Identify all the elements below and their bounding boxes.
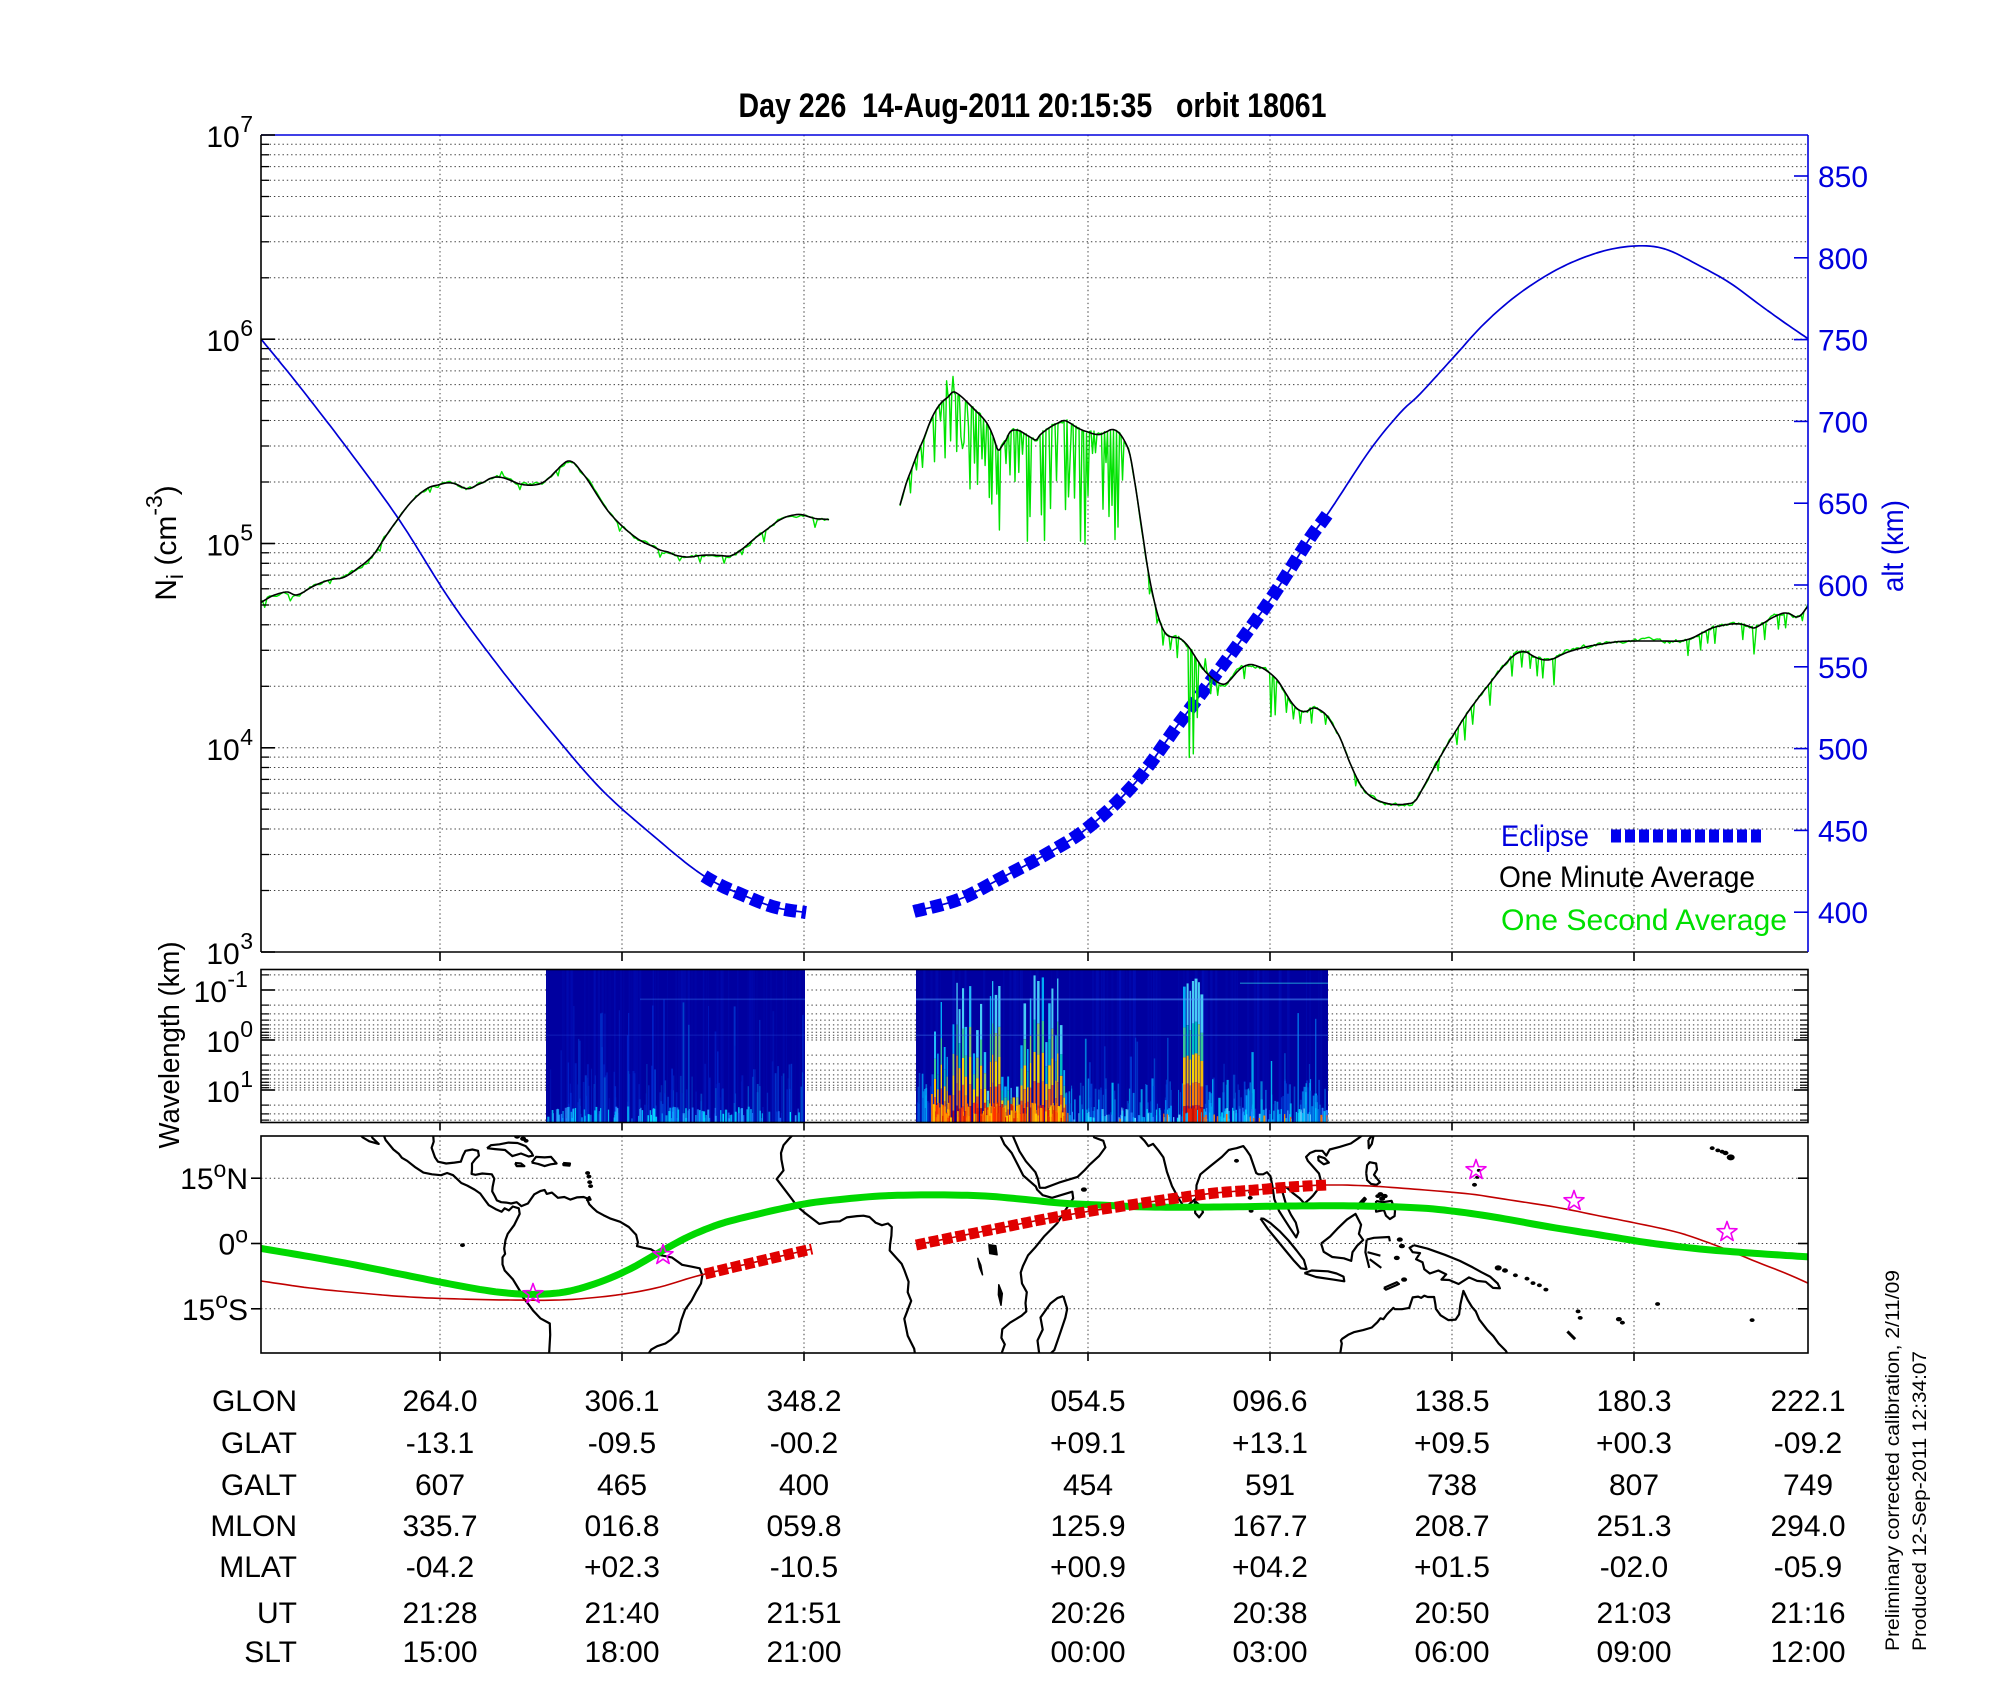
svg-text:-13.1: -13.1	[406, 1427, 474, 1460]
svg-text:550: 550	[1818, 652, 1868, 685]
svg-text:10: 10	[194, 976, 227, 1009]
svg-text:-02.0: -02.0	[1600, 1551, 1668, 1584]
svg-text:+00.3: +00.3	[1596, 1427, 1672, 1460]
svg-text:+09.5: +09.5	[1414, 1427, 1490, 1460]
svg-text:-04.2: -04.2	[406, 1551, 474, 1584]
svg-text:+09.1: +09.1	[1050, 1427, 1126, 1460]
svg-text:-09.5: -09.5	[588, 1427, 656, 1460]
svg-text:096.6: 096.6	[1232, 1385, 1307, 1418]
svg-text:738: 738	[1427, 1469, 1477, 1502]
svg-text:4: 4	[240, 724, 253, 750]
svg-text:SLT: SLT	[244, 1636, 297, 1669]
svg-text:700: 700	[1818, 406, 1868, 439]
svg-text:465: 465	[597, 1469, 647, 1502]
svg-text:607: 607	[415, 1469, 465, 1502]
svg-text:alt (km): alt (km)	[1877, 500, 1910, 592]
svg-text:454: 454	[1063, 1469, 1113, 1502]
svg-text:059.8: 059.8	[766, 1510, 841, 1543]
svg-text:21:03: 21:03	[1596, 1597, 1671, 1630]
svg-text:MLAT: MLAT	[219, 1551, 297, 1584]
svg-text:21:40: 21:40	[584, 1597, 659, 1630]
svg-text:208.7: 208.7	[1414, 1510, 1489, 1543]
svg-text:-05.9: -05.9	[1774, 1551, 1842, 1584]
svg-text:MLON: MLON	[210, 1510, 297, 1543]
svg-text:+04.2: +04.2	[1232, 1551, 1308, 1584]
svg-text:138.5: 138.5	[1414, 1385, 1489, 1418]
svg-text:+01.5: +01.5	[1414, 1551, 1490, 1584]
svg-text:GALT: GALT	[221, 1469, 297, 1502]
svg-text:10: 10	[206, 121, 239, 154]
svg-text:-09.2: -09.2	[1774, 1427, 1842, 1460]
svg-text:-00.2: -00.2	[770, 1427, 838, 1460]
svg-text:15:00: 15:00	[402, 1636, 477, 1669]
svg-text:800: 800	[1818, 243, 1868, 276]
svg-text:450: 450	[1818, 815, 1868, 848]
svg-text:03:00: 03:00	[1232, 1636, 1307, 1669]
svg-text:10: 10	[206, 1026, 239, 1059]
svg-text:10: 10	[206, 530, 239, 563]
svg-text:20:26: 20:26	[1050, 1597, 1125, 1630]
svg-text:500: 500	[1818, 734, 1868, 767]
svg-text:00:00: 00:00	[1050, 1636, 1125, 1669]
svg-text:5: 5	[240, 520, 253, 546]
svg-text:21:00: 21:00	[766, 1636, 841, 1669]
svg-text:Wavelength (km): Wavelength (km)	[154, 942, 186, 1149]
svg-text:21:51: 21:51	[766, 1597, 841, 1630]
svg-text:807: 807	[1609, 1469, 1659, 1502]
svg-text:10: 10	[206, 734, 239, 767]
svg-text:09:00: 09:00	[1596, 1636, 1671, 1669]
svg-text:6: 6	[240, 315, 253, 341]
svg-text:7: 7	[240, 111, 253, 137]
svg-text:+13.1: +13.1	[1232, 1427, 1308, 1460]
svg-text:Preliminary corrected calibrat: Preliminary corrected calibration, 2/11/…	[1883, 1270, 1904, 1651]
svg-text:21:16: 21:16	[1770, 1597, 1845, 1630]
svg-text:GLON: GLON	[212, 1385, 297, 1418]
svg-text:294.0: 294.0	[1770, 1510, 1845, 1543]
svg-text:850: 850	[1818, 161, 1868, 194]
svg-text:12:00: 12:00	[1770, 1636, 1845, 1669]
svg-text:+00.9: +00.9	[1050, 1551, 1126, 1584]
svg-text:10: 10	[206, 1076, 239, 1109]
svg-text:167.7: 167.7	[1232, 1510, 1307, 1543]
svg-text:+02.3: +02.3	[584, 1551, 660, 1584]
svg-text:21:28: 21:28	[402, 1597, 477, 1630]
svg-text:15oS: 15oS	[182, 1287, 248, 1327]
svg-text:054.5: 054.5	[1050, 1385, 1125, 1418]
svg-text:3: 3	[240, 928, 253, 954]
svg-text:20:50: 20:50	[1414, 1597, 1489, 1630]
svg-text:749: 749	[1783, 1469, 1833, 1502]
svg-text:06:00: 06:00	[1414, 1636, 1489, 1669]
svg-text:GLAT: GLAT	[221, 1427, 297, 1460]
svg-text:10: 10	[206, 938, 239, 971]
svg-text:1: 1	[240, 1066, 253, 1092]
svg-text:One Second Average: One Second Average	[1501, 904, 1787, 937]
svg-text:306.1: 306.1	[584, 1385, 659, 1418]
svg-text:-10.5: -10.5	[770, 1551, 838, 1584]
svg-text:264.0: 264.0	[402, 1385, 477, 1418]
svg-text:Produced 12-Sep-2011 12:34:07: Produced 12-Sep-2011 12:34:07	[1910, 1351, 1931, 1651]
svg-text:750: 750	[1818, 325, 1868, 358]
svg-text:016.8: 016.8	[584, 1510, 659, 1543]
svg-text:251.3: 251.3	[1596, 1510, 1671, 1543]
svg-text:10: 10	[206, 325, 239, 358]
svg-text:180.3: 180.3	[1596, 1385, 1671, 1418]
svg-text:348.2: 348.2	[766, 1385, 841, 1418]
svg-text:-1: -1	[227, 966, 247, 992]
svg-text:20:38: 20:38	[1232, 1597, 1307, 1630]
svg-text:0: 0	[240, 1016, 253, 1042]
svg-text:UT: UT	[257, 1597, 297, 1630]
svg-text:600: 600	[1818, 570, 1868, 603]
svg-text:650: 650	[1818, 488, 1868, 521]
svg-text:One Minute Average: One Minute Average	[1499, 861, 1755, 894]
svg-text:Eclipse: Eclipse	[1501, 820, 1589, 853]
svg-text:Day 226 14-Aug-2011 20:15:35: Day 226 14-Aug-2011 20:15:35 orbit 18061	[739, 87, 1327, 125]
svg-text:400: 400	[779, 1469, 829, 1502]
svg-text:125.9: 125.9	[1050, 1510, 1125, 1543]
svg-text:591: 591	[1245, 1469, 1295, 1502]
svg-text:222.1: 222.1	[1770, 1385, 1845, 1418]
svg-text:400: 400	[1818, 897, 1868, 930]
svg-text:335.7: 335.7	[402, 1510, 477, 1543]
svg-text:18:00: 18:00	[584, 1636, 659, 1669]
